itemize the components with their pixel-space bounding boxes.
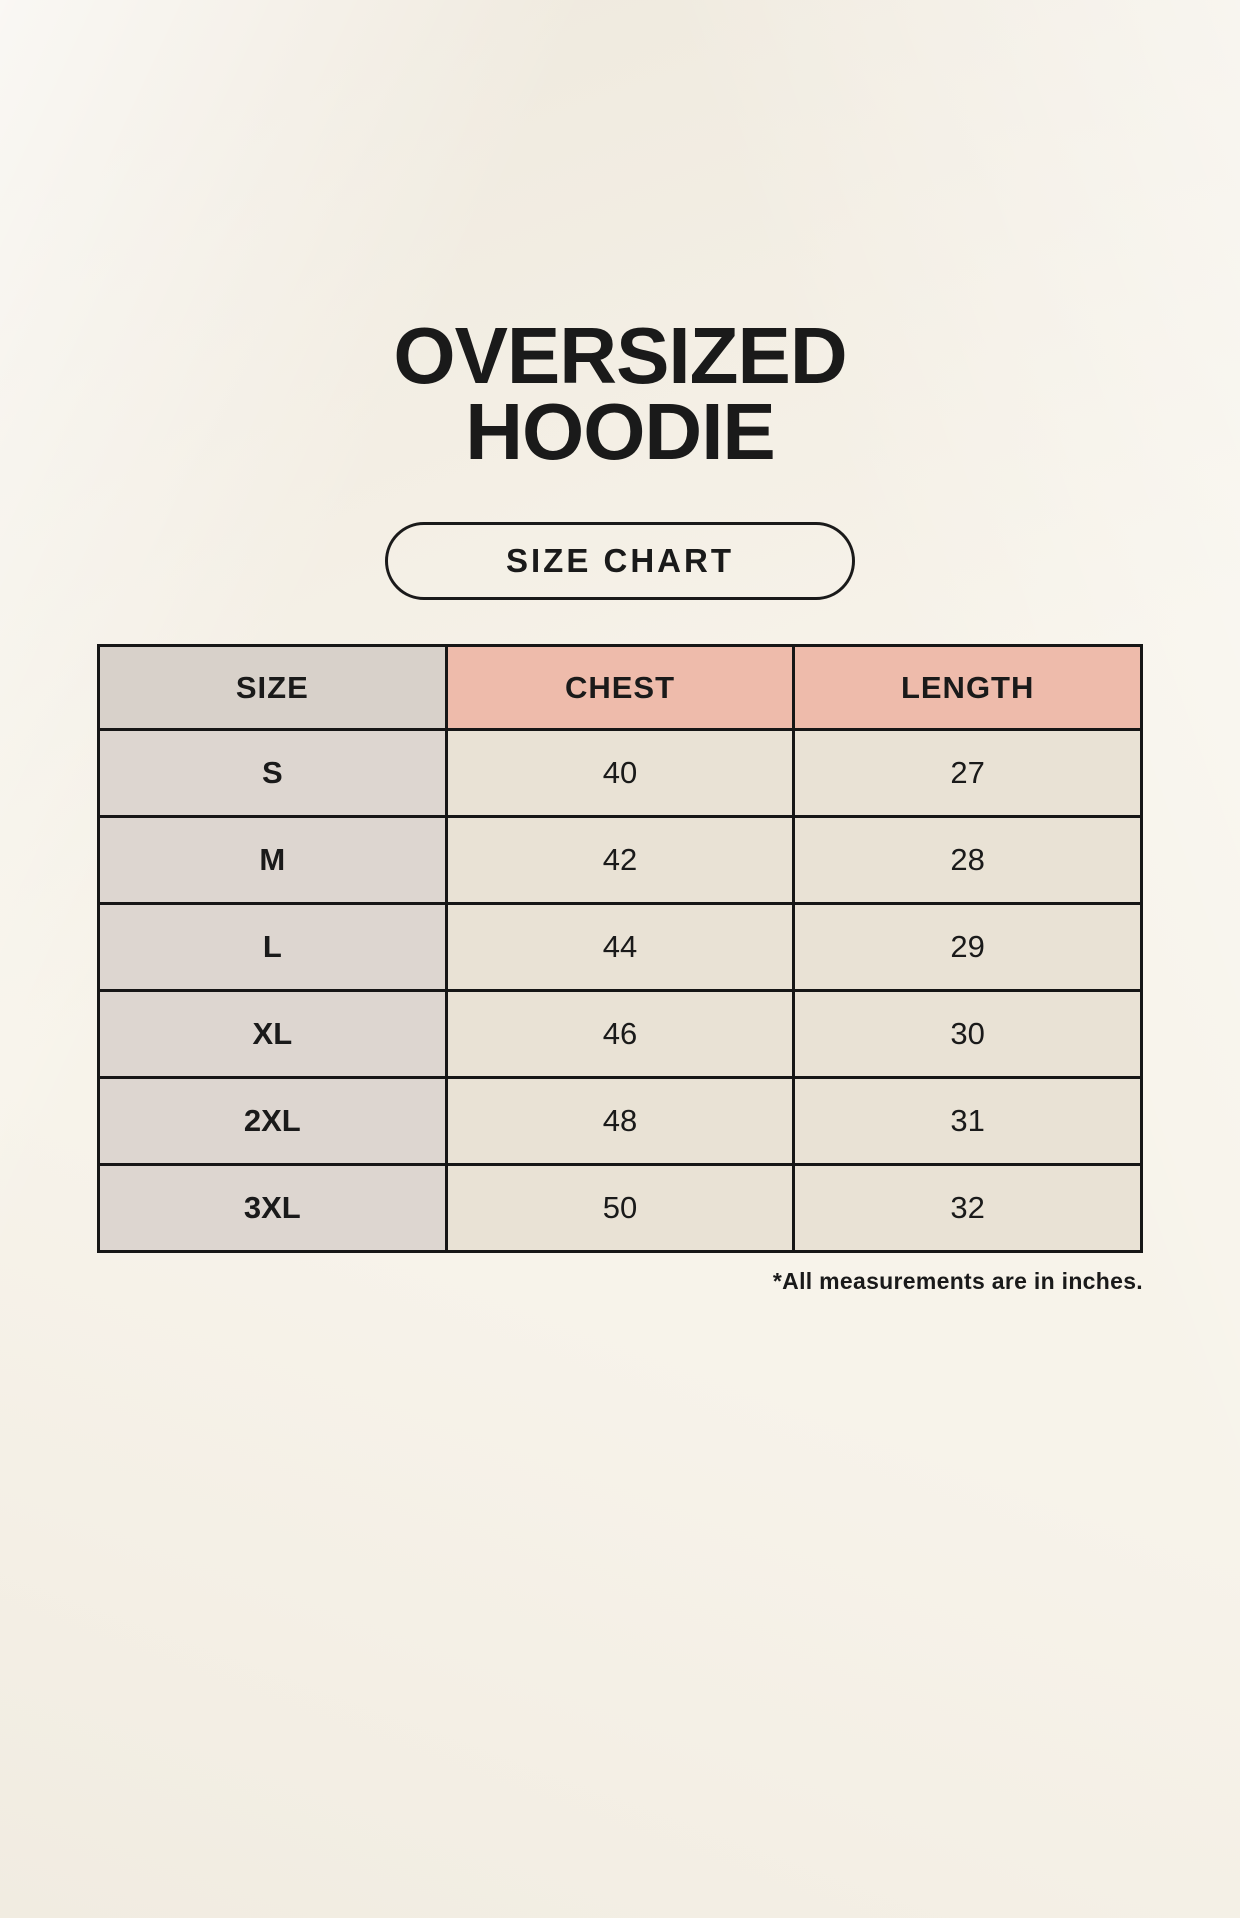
column-header-size: SIZE [97, 644, 448, 731]
chest-cell: 46 [444, 989, 796, 1079]
length-cell: 29 [792, 902, 1143, 992]
size-cell: 2XL [97, 1076, 448, 1166]
measurements-footnote: *All measurements are in inches. [772, 1268, 1143, 1294]
chest-cell: 48 [444, 1076, 796, 1166]
table-row: L 44 29 [97, 902, 1143, 992]
page-title: OVERSIZED HOODIE [0, 311, 1240, 476]
header-row: SIZE CHEST LENGTH [97, 644, 1143, 731]
length-cell: 27 [792, 728, 1143, 818]
chest-cell: 44 [444, 902, 796, 992]
size-cell: M [97, 815, 448, 905]
length-cell: 31 [792, 1076, 1143, 1166]
size-cell: XL [97, 989, 448, 1079]
table-row: M 42 28 [97, 815, 1143, 905]
column-header-chest: CHEST [444, 644, 796, 731]
chest-cell: 40 [444, 728, 796, 818]
length-cell: 30 [792, 989, 1143, 1079]
page-title-line2: HOODIE [465, 387, 776, 476]
length-cell: 28 [792, 815, 1143, 905]
table-row: 2XL 48 31 [97, 1076, 1143, 1166]
page-title-line1: OVERSIZED [393, 311, 847, 400]
table-row: XL 46 30 [97, 989, 1143, 1079]
size-cell: 3XL [97, 1163, 448, 1253]
size-chart-badge-label: SIZE CHART [506, 542, 734, 579]
size-cell: L [97, 902, 448, 992]
length-cell: 32 [792, 1163, 1143, 1253]
size-table: SIZE CHEST LENGTH S 40 27 M 42 28 L 44 2… [97, 644, 1143, 1253]
table-row: 3XL 50 32 [97, 1163, 1143, 1253]
chest-cell: 50 [444, 1163, 796, 1253]
chest-cell: 42 [444, 815, 796, 905]
size-cell: S [97, 728, 448, 818]
size-chart-badge: SIZE CHART [385, 522, 855, 600]
table-row: S 40 27 [97, 728, 1143, 818]
size-table-container: SIZE CHEST LENGTH S 40 27 M 42 28 L 44 2… [97, 644, 1143, 1253]
column-header-length: LENGTH [792, 644, 1143, 731]
